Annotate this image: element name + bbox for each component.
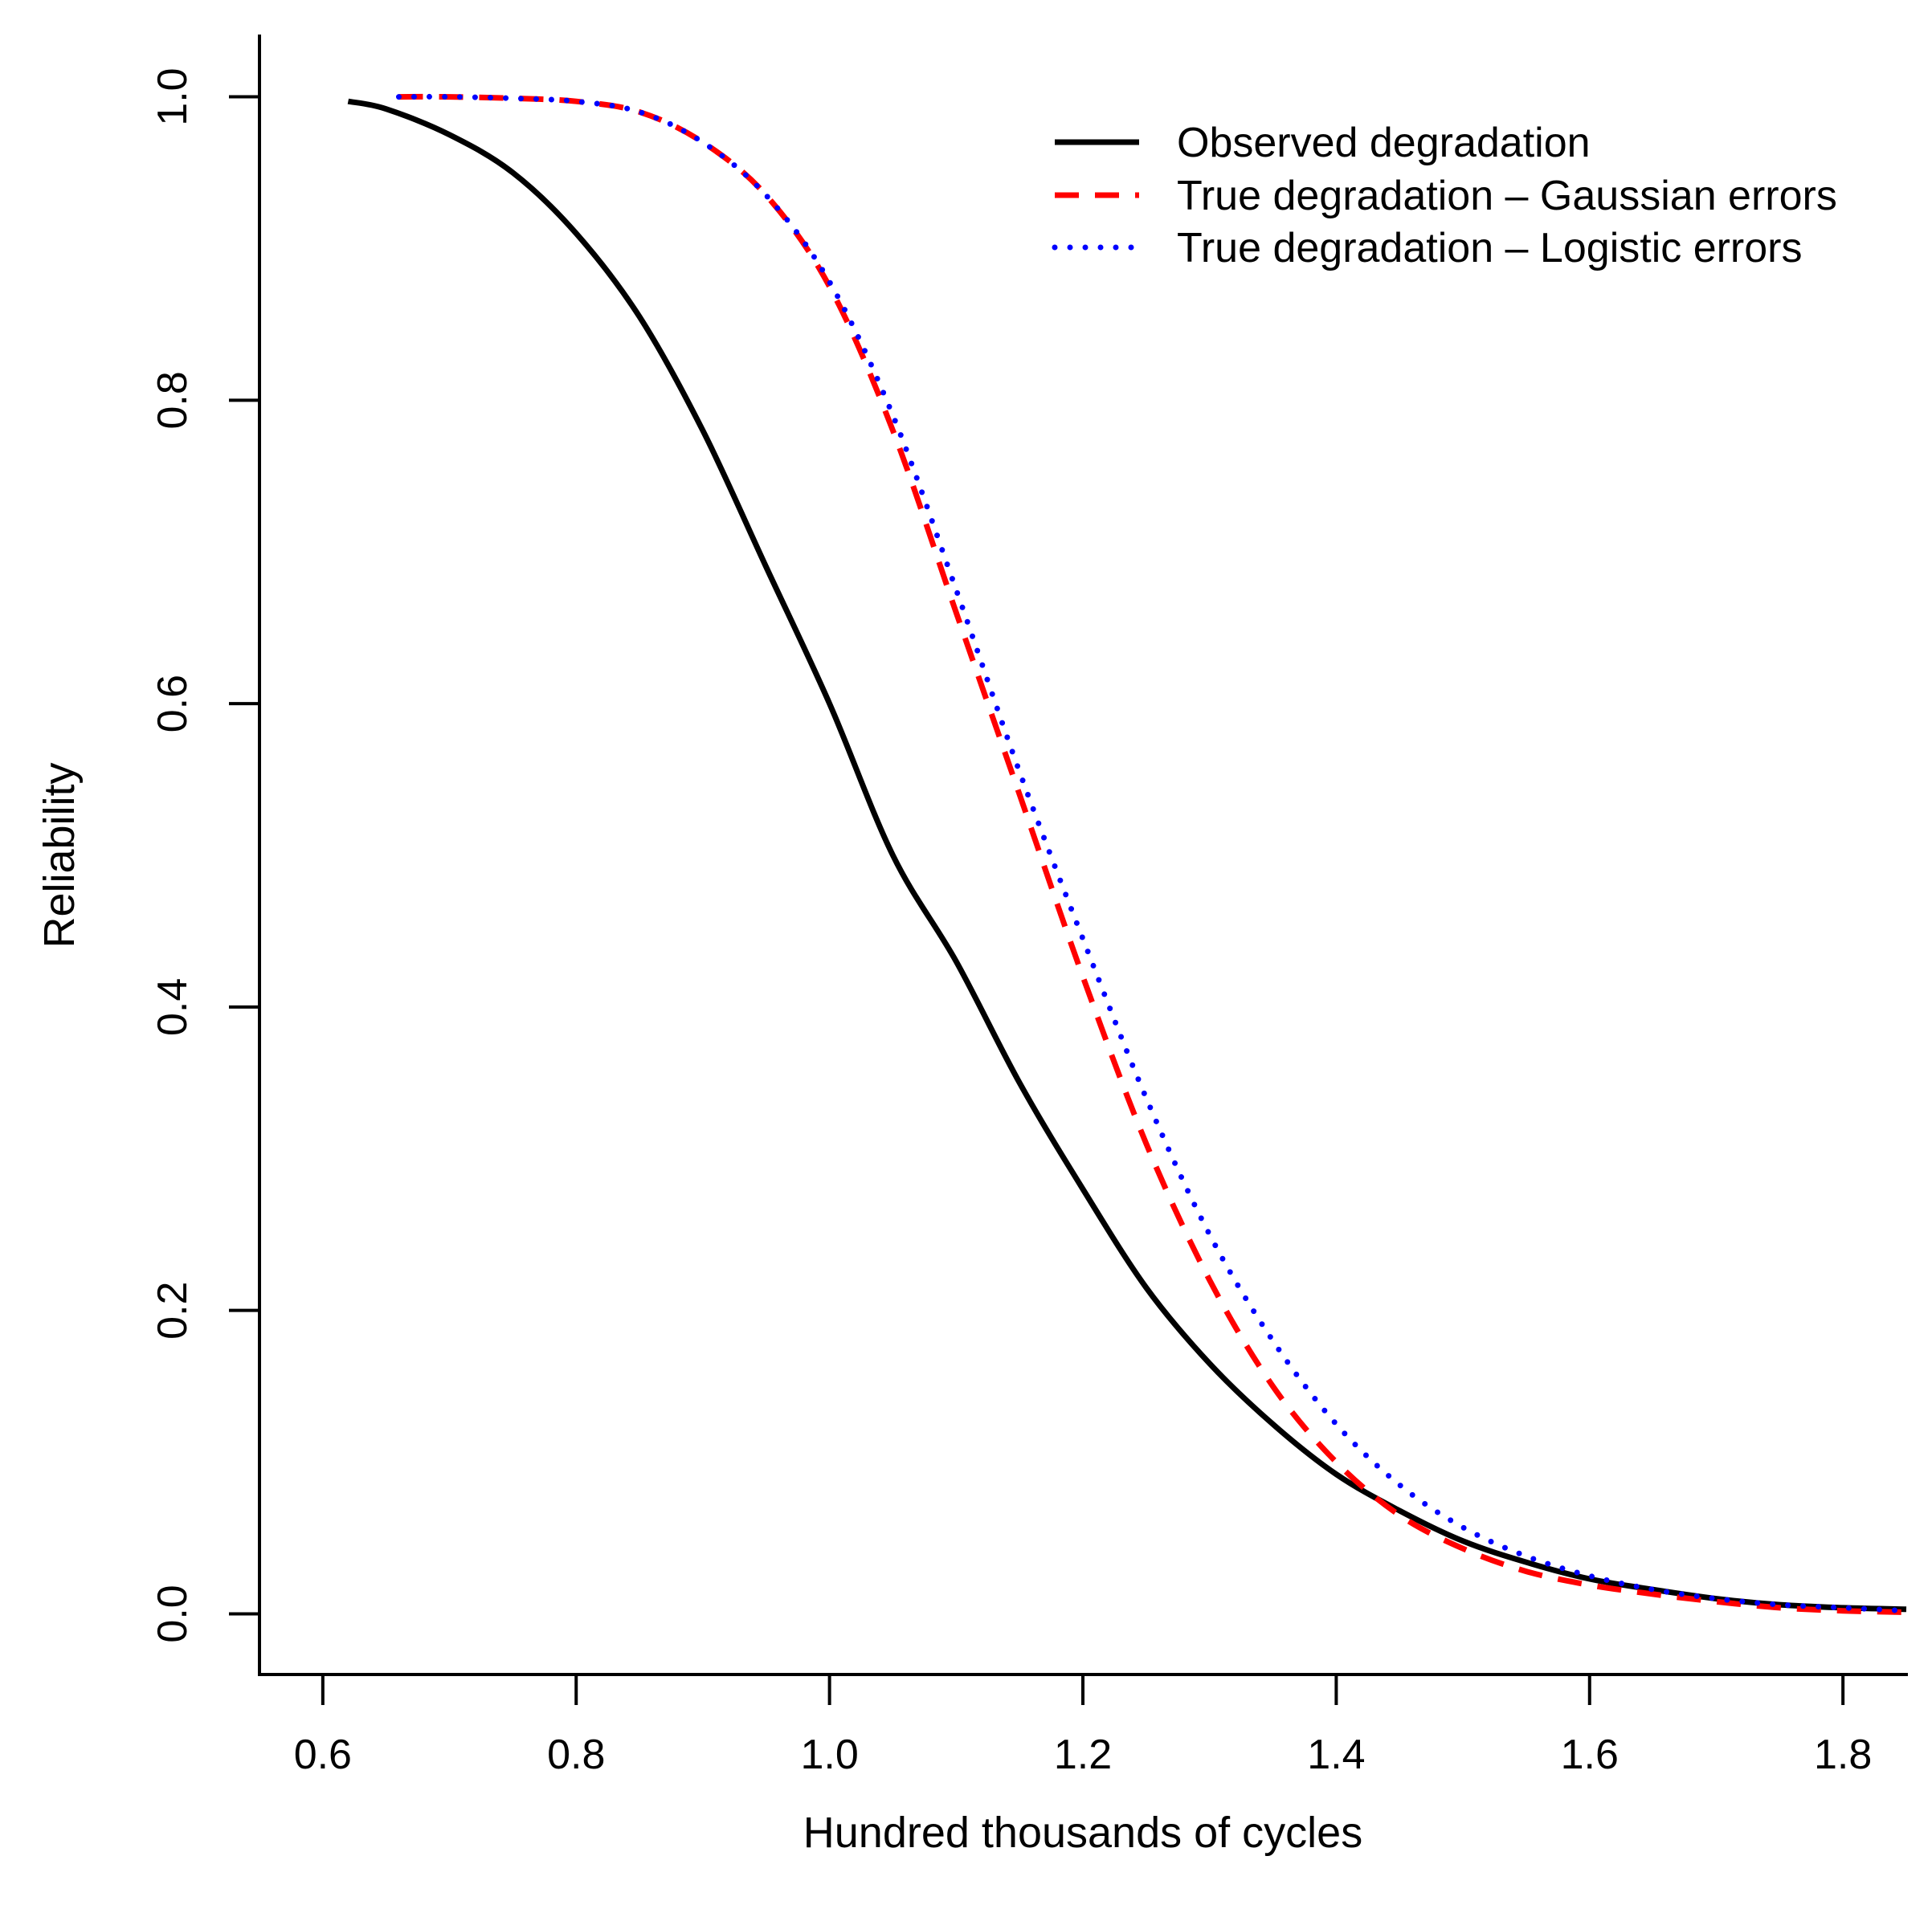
axes: 0.6 0.8 1.0 1.2 1.4 1.6 1.8 0.0 0.2 0.4 0.6 0.8 1.0: [149, 35, 1908, 1778]
y-tick-label: 1.0: [149, 67, 196, 125]
legend: Observed degradation True degradation – G…: [1052, 120, 1837, 271]
x-tick-label: 0.6: [294, 1732, 352, 1778]
observed-degradation-line: [347, 98, 1907, 1613]
x-tick-label: 1.4: [1307, 1732, 1365, 1778]
y-tick-label: 0.6: [149, 675, 196, 732]
x-tick-label: 1.6: [1561, 1732, 1619, 1778]
y-tick-label: 0.4: [149, 978, 196, 1036]
y-tick-label: 0.2: [149, 1282, 196, 1340]
legend-label: Observed degradation: [1177, 120, 1591, 166]
y-tick-label: 0.8: [149, 371, 196, 429]
plot-series: [347, 93, 1910, 1616]
legend-label: True degradation – Gaussian errors: [1177, 173, 1837, 219]
legend-label: True degradation – Logistic errors: [1177, 225, 1802, 271]
x-tick-label: 1.2: [1054, 1732, 1112, 1778]
y-axis-label: Reliability: [35, 762, 84, 948]
x-axis-label: Hundred thousands of cycles: [803, 1809, 1362, 1857]
x-tick-label: 0.8: [547, 1732, 605, 1778]
logistic-errors-line: [396, 93, 1910, 1614]
x-tick-label: 1.0: [800, 1732, 858, 1778]
x-tick-label: 1.8: [1814, 1732, 1872, 1778]
y-tick-label: 0.0: [149, 1585, 196, 1642]
gaussian-errors-line: [398, 93, 1907, 1616]
